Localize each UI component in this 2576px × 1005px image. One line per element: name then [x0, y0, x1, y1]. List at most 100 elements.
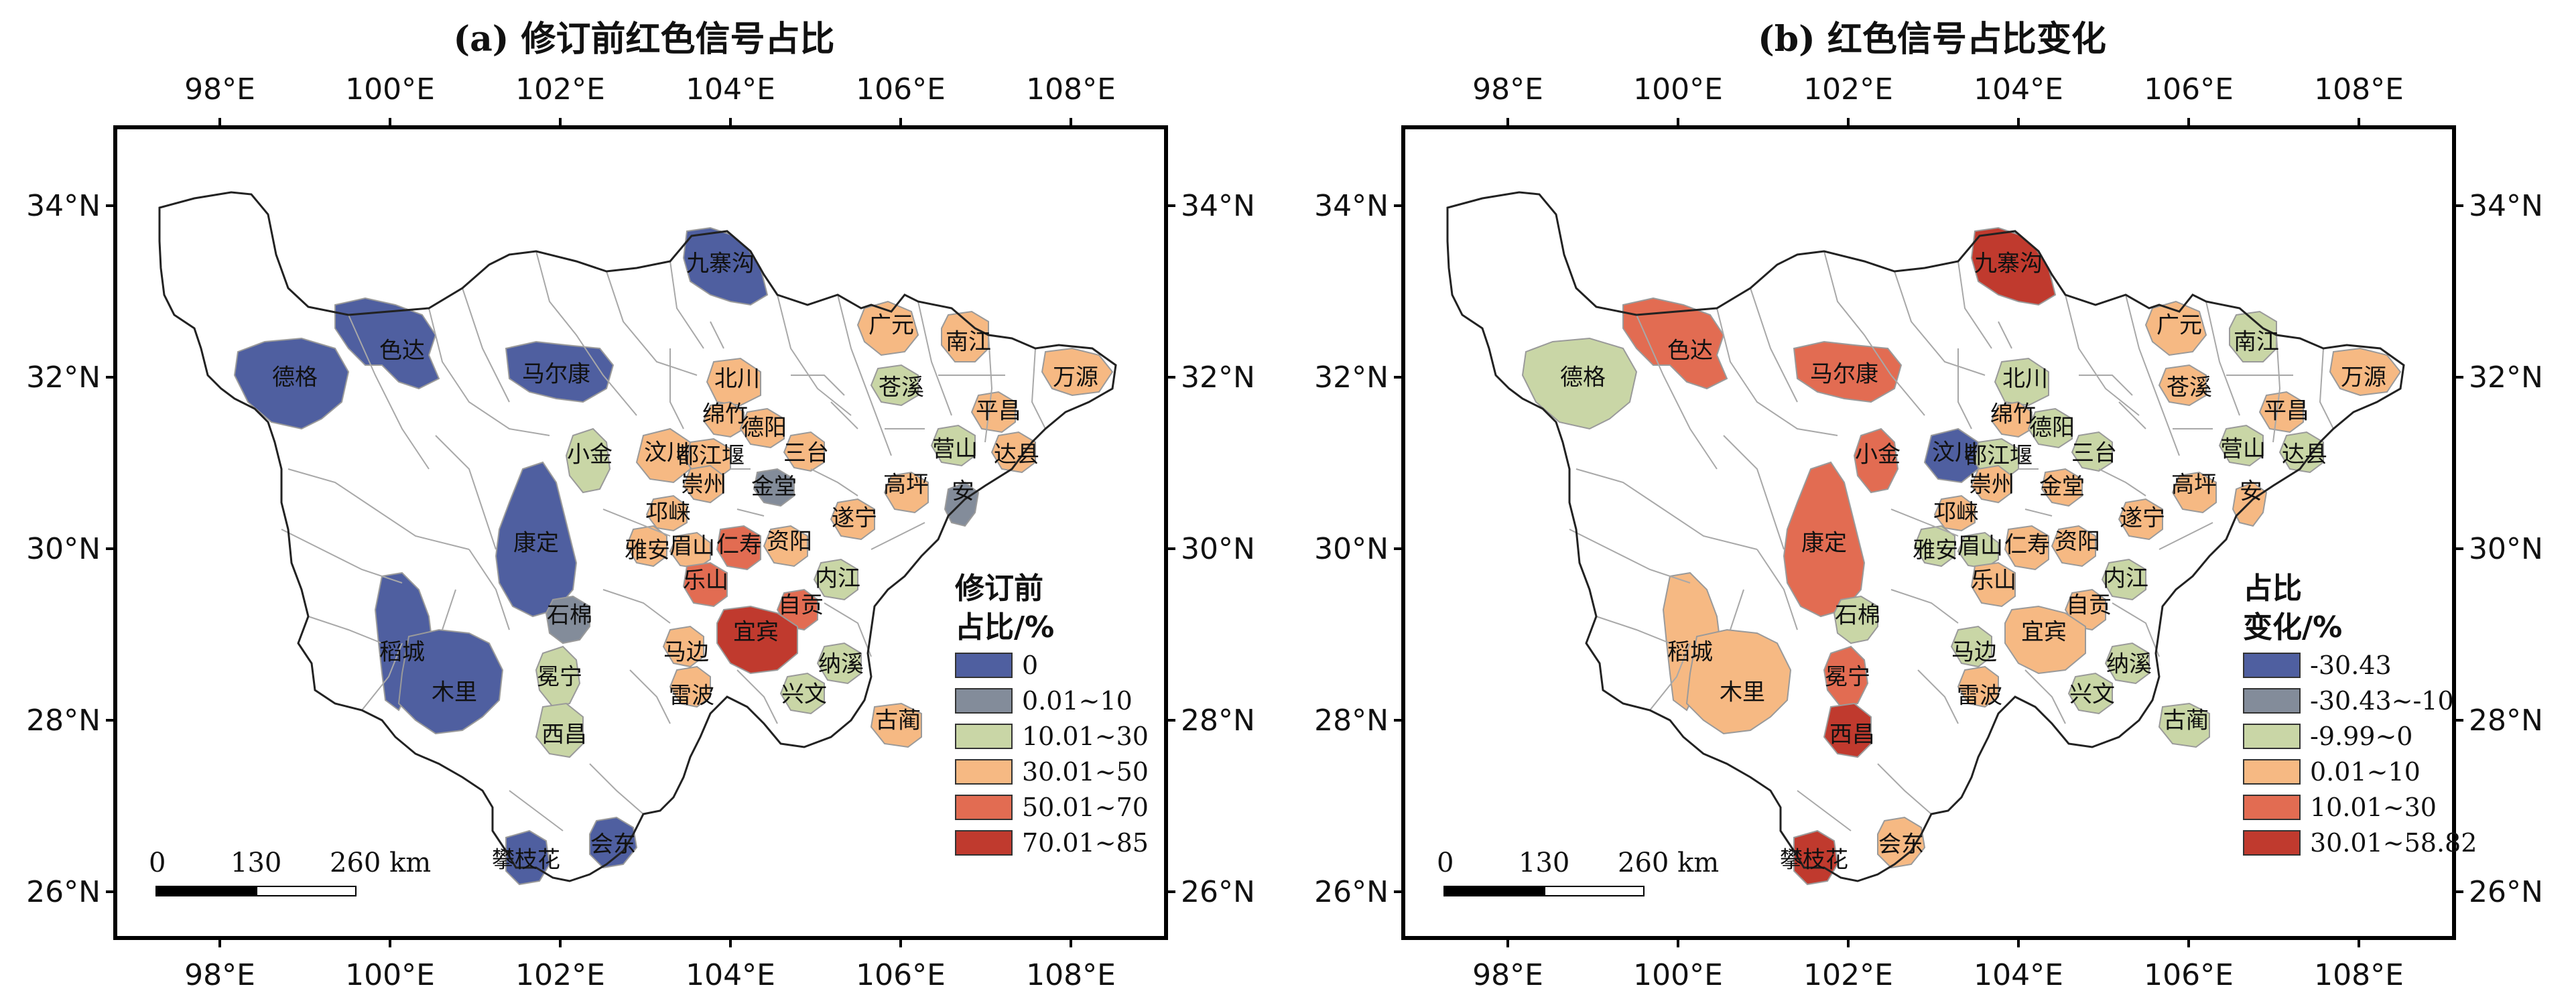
- county-boundary: [361, 643, 403, 711]
- county-region: [397, 628, 504, 735]
- county-label: 邛崃: [645, 500, 691, 527]
- county-region: [753, 468, 795, 507]
- county-label: 雷波: [669, 683, 714, 710]
- county-label: 德阳: [741, 415, 787, 442]
- lon-label: 106°E: [2144, 958, 2234, 992]
- county-boundary: [1957, 348, 1972, 429]
- lon-label: 108°E: [2314, 72, 2404, 107]
- lat-label: 28°N: [1181, 704, 1255, 738]
- county-label: 冕宁: [1825, 664, 1870, 691]
- county-boundary: [871, 522, 925, 550]
- county-label: 资阳: [767, 529, 812, 555]
- county-label: 雅安: [1913, 537, 1958, 564]
- county-boundary: [281, 529, 403, 584]
- county-boundary: [2024, 669, 2066, 724]
- county-boundary: [824, 602, 872, 657]
- county-boundary: [1998, 321, 2012, 349]
- map-frame: [113, 125, 1168, 940]
- county-region: [813, 558, 858, 601]
- county-region: [941, 310, 989, 362]
- legend-label: 10.01~30: [2310, 792, 2437, 822]
- province-outline: [1446, 191, 2405, 882]
- county-boundary: [1031, 348, 1046, 429]
- legend-item: 0.01~10: [955, 683, 1149, 718]
- county-boundary: [1877, 763, 1932, 815]
- county-region: [535, 702, 584, 758]
- county-region: [1521, 337, 1638, 430]
- county-label: 北川: [714, 366, 760, 393]
- county-label: 小金: [567, 442, 613, 468]
- county-region: [2027, 407, 2073, 449]
- legend-label: 50.01~70: [1022, 792, 1149, 822]
- county-region: [1950, 625, 1992, 668]
- county-region: [2071, 431, 2113, 472]
- county-boundary: [2118, 401, 2146, 429]
- county-label: 宜宾: [733, 619, 779, 646]
- legend-item: 30.01~58.82: [2243, 825, 2477, 860]
- county-region: [2051, 525, 2096, 567]
- county-region: [682, 226, 769, 306]
- lon-label: 98°E: [1472, 72, 1543, 107]
- county-label: 仁寿: [716, 532, 762, 559]
- county-label: 马边: [1951, 639, 1997, 666]
- county-region: [645, 494, 688, 532]
- county-boundary: [308, 616, 383, 644]
- county-label: 汶川: [1932, 440, 1978, 466]
- county-label: 达县: [994, 442, 1039, 468]
- county-label: 绵竹: [1990, 401, 2036, 428]
- county-region: [2104, 642, 2150, 685]
- lon-label: 104°E: [686, 72, 775, 107]
- lat-label: 32°N: [1314, 360, 1389, 395]
- lat-label: 34°N: [26, 189, 101, 223]
- county-boundary: [435, 435, 497, 550]
- legend-title: 修订前: [955, 572, 1043, 606]
- scale-tick-label: 260 km: [330, 848, 432, 878]
- county-label: 万源: [2341, 364, 2386, 391]
- county-region: [1933, 494, 1976, 532]
- county-region: [535, 645, 581, 708]
- county-label: 纳溪: [2106, 651, 2152, 678]
- county-boundary: [1730, 589, 1744, 630]
- county-label: 会东: [1878, 831, 1924, 858]
- legend-title-unit: 占比/%: [955, 610, 1055, 645]
- county-region: [702, 401, 745, 438]
- scale-segment-white: [1544, 886, 1645, 896]
- county-boundary: [2125, 294, 2180, 456]
- map-frame: [1401, 125, 2456, 940]
- lon-label: 100°E: [345, 72, 435, 107]
- county-boundary: [791, 375, 845, 396]
- county-label: 三台: [2071, 440, 2117, 467]
- province-outline: [158, 191, 1117, 882]
- lat-label: 32°N: [2469, 360, 2543, 395]
- lat-label: 28°N: [2469, 704, 2543, 738]
- lon-label: 102°E: [515, 72, 605, 107]
- lat-label: 26°N: [1314, 875, 1389, 909]
- county-boundary: [917, 301, 952, 416]
- county-label: 苍溪: [879, 375, 924, 401]
- county-region: [1823, 645, 1869, 708]
- county-region: [990, 431, 1036, 474]
- county-boundary: [2319, 348, 2334, 429]
- legend-swatch: [2243, 687, 2301, 714]
- county-label: 九寨沟: [1974, 251, 2043, 277]
- county-label: 乐山: [1971, 567, 2016, 594]
- scale-bar: 0 130 260 km: [149, 848, 431, 896]
- county-region: [334, 297, 440, 390]
- county-label: 德格: [1560, 364, 1606, 391]
- legend-item: -30.43~-10: [2243, 683, 2477, 718]
- county-region: [682, 561, 728, 608]
- map-panel-a: (a) 修订前红色信号占比 德格 色达 马尔康 九寨沟 康定 稻城 木里 攀枝花 会东 金堂 石棉 安…: [26, 19, 1255, 992]
- county-boundary: [1596, 616, 1671, 644]
- county-label: 宜宾: [2021, 619, 2067, 646]
- county-label: 都江堰: [676, 443, 745, 470]
- county-boundary: [1716, 308, 1838, 436]
- lat-label: 30°N: [1181, 532, 1255, 566]
- lat-label: 28°N: [26, 704, 101, 738]
- county-label: 马边: [663, 639, 709, 666]
- county-region: [233, 337, 350, 430]
- county-label: 安: [952, 478, 974, 505]
- legend-title: 占比: [2243, 572, 2302, 606]
- legend-swatch: [955, 687, 1013, 714]
- county-label: 康定: [1801, 530, 1847, 557]
